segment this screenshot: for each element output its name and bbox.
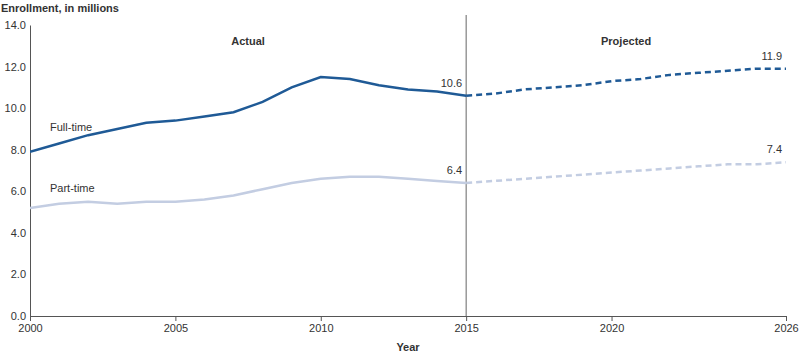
x-tick: 2010 — [309, 316, 333, 334]
y-tick: 14.0 — [5, 19, 30, 31]
x-tick-label: 2005 — [164, 322, 188, 334]
x-tick: 2005 — [164, 316, 188, 334]
value-annotation: 11.9 — [761, 50, 782, 62]
x-tick-mark — [612, 316, 613, 321]
value-annotation: 6.4 — [447, 164, 462, 176]
series-line — [30, 77, 466, 152]
x-tick: 2000 — [18, 316, 42, 334]
x-tick-mark — [466, 316, 467, 321]
projection-divider — [466, 15, 467, 316]
series-label: Part-time — [50, 182, 95, 194]
x-tick: 2026 — [774, 316, 798, 334]
x-tick-label: 2010 — [309, 322, 333, 334]
value-annotation: 10.6 — [441, 77, 462, 89]
x-tick-mark — [175, 316, 176, 321]
y-axis-title: Enrollment, in millions — [1, 2, 119, 14]
chart: 0.02.04.06.08.010.012.014.02000200520102… — [0, 0, 800, 355]
series-line — [466, 162, 786, 183]
y-tick: 12.0 — [5, 61, 30, 73]
y-tick-label: 12.0 — [5, 61, 26, 73]
plot-area: 0.02.04.06.08.010.012.014.02000200520102… — [5, 15, 799, 334]
y-tick-label: 4.0 — [11, 227, 26, 239]
x-axis-line — [31, 317, 787, 322]
value-annotation: 7.4 — [767, 143, 782, 155]
region-label: Actual — [231, 35, 265, 47]
y-tick: 8.0 — [11, 144, 30, 156]
y-tick: 2.0 — [11, 268, 30, 280]
x-axis: 2000 2005 2010 2015 2020 2026 — [18, 316, 798, 334]
y-tick: 0.0 — [11, 310, 30, 322]
x-tick-mark — [30, 316, 31, 321]
x-tick-mark — [321, 316, 322, 321]
x-axis-title: Year — [396, 341, 420, 353]
y-tick-label: 2.0 — [11, 268, 26, 280]
y-tick-label: 10.0 — [5, 102, 26, 114]
region-label: Projected — [601, 35, 651, 47]
x-tick-label: 2026 — [774, 322, 798, 334]
y-tick-label: 6.0 — [11, 185, 26, 197]
x-tick-label: 2015 — [454, 322, 478, 334]
x-tick-mark — [786, 316, 787, 321]
y-axis: 0.0 2.0 4.0 6.0 8.0 10.0 12.0 14.0 — [5, 19, 31, 322]
y-tick: 4.0 — [11, 227, 30, 239]
series-line — [466, 69, 786, 96]
x-tick: 2020 — [600, 316, 624, 334]
y-tick-label: 0.0 — [11, 310, 26, 322]
y-tick: 10.0 — [5, 102, 30, 114]
y-tick-label: 14.0 — [5, 19, 26, 31]
x-tick-label: 2000 — [18, 322, 42, 334]
x-tick-label: 2020 — [600, 322, 624, 334]
y-tick-label: 8.0 — [11, 144, 26, 156]
y-axis-line — [30, 26, 31, 317]
x-tick: 2015 — [454, 316, 478, 334]
series-line — [30, 177, 466, 208]
series-label: Full-time — [50, 121, 92, 133]
y-tick: 6.0 — [11, 185, 30, 197]
lines — [30, 69, 786, 208]
